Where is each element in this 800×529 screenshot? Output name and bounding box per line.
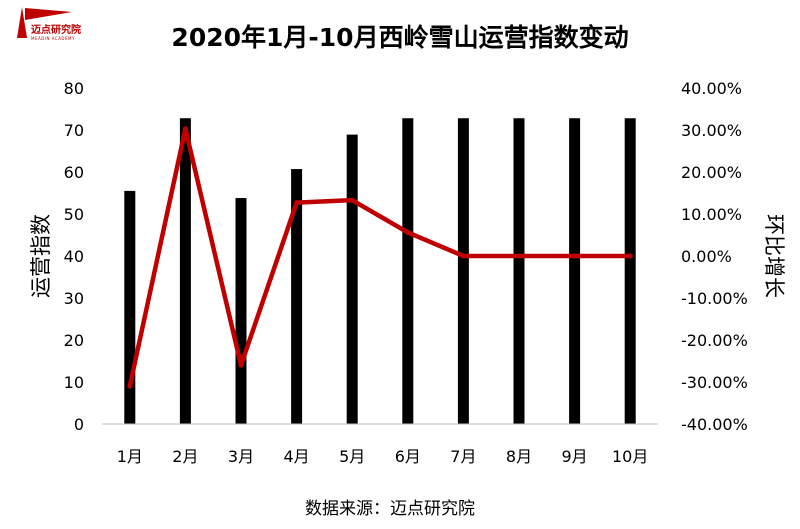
line-point [460, 253, 466, 259]
chart-title: 2020年1月-10月西岭雪山运营指数变动 [171, 23, 628, 52]
logo-name: 迈点研究院 [31, 23, 81, 36]
x-tick-label: 9月 [562, 447, 588, 466]
y-tick-label: 0 [74, 415, 84, 434]
y2-tick-label: 10.00% [681, 205, 742, 224]
x-tick-label: 10月 [612, 447, 648, 466]
plot-area: 0 10 20 30 40 50 60 70 80 -40.00% -30.00% -20.00% -1… [64, 79, 748, 466]
line-point [516, 253, 522, 259]
logo: 迈点研究院 MEADIN ACADEMY [17, 7, 81, 41]
y-tick-label: 40 [64, 247, 84, 266]
bar [457, 118, 469, 425]
x-tick-label: 6月 [395, 447, 421, 466]
logo-tagline: MEADIN ACADEMY [31, 36, 75, 41]
x-tick-label: 3月 [228, 447, 254, 466]
y2-tick-label: -40.00% [681, 415, 748, 434]
bar [346, 134, 358, 424]
y2-tick-label: 40.00% [681, 79, 742, 98]
x-tick-label: 8月 [506, 447, 532, 466]
line-point [294, 200, 300, 206]
y2-axis-label: 环比增长 [762, 214, 786, 298]
bar [235, 198, 247, 424]
y-tick-label: 20 [64, 331, 84, 350]
line-point [238, 362, 244, 368]
y2-tick-label: 20.00% [681, 163, 742, 182]
bar [513, 118, 525, 425]
y2-tick-label: -10.00% [681, 289, 748, 308]
series-line [127, 126, 633, 389]
x-tick-label: 1月 [117, 447, 143, 466]
line-point [405, 229, 411, 235]
bar [179, 118, 191, 425]
y-tick-label: 30 [64, 289, 84, 308]
y2-tick-label: -30.00% [681, 373, 748, 392]
line-point [627, 253, 633, 259]
x-tick-label: 4月 [284, 447, 310, 466]
logo-flag-icon [25, 8, 72, 20]
y-tick-label: 50 [64, 205, 84, 224]
y-tick-label: 10 [64, 373, 84, 392]
y2-tick-label: -20.00% [681, 331, 748, 350]
source-note: 数据来源：迈点研究院 [305, 499, 475, 519]
bar [402, 118, 414, 425]
line-point [182, 126, 188, 132]
x-tick-label: 5月 [339, 447, 365, 466]
x-tick-label: 7月 [450, 447, 476, 466]
x-tick-label: 2月 [172, 447, 198, 466]
bar [569, 118, 581, 425]
line-point [127, 383, 133, 389]
y2-tick-label: 30.00% [681, 121, 742, 140]
bar [291, 169, 303, 424]
y-tick-label: 80 [64, 79, 84, 98]
y-tick-label: 60 [64, 163, 84, 182]
logo-lighthouse-icon [17, 7, 27, 38]
y-axis-label: 运营指数 [29, 214, 53, 298]
bar [624, 118, 636, 425]
y-tick-label: 70 [64, 121, 84, 140]
bar [124, 190, 136, 424]
y2-tick-label: 0.00% [681, 247, 732, 266]
line-point [572, 253, 578, 259]
line-point [349, 197, 355, 203]
